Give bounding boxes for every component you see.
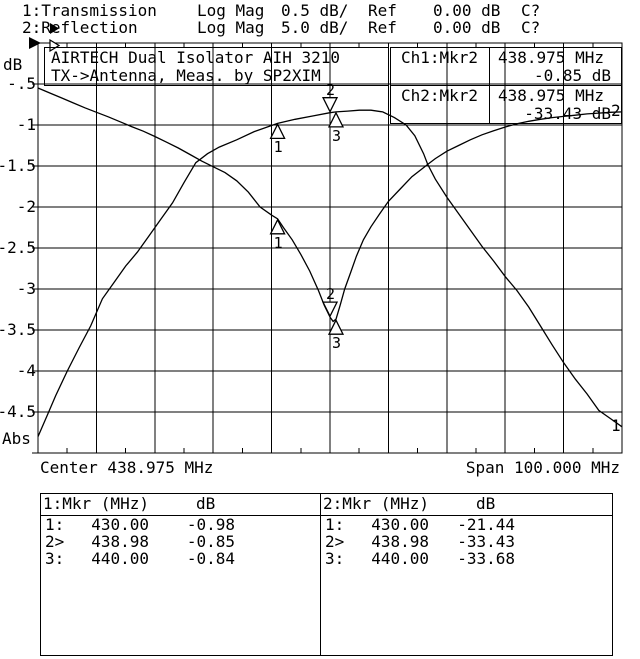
channel2-ref-label: Ref [368, 18, 397, 37]
ch2-readout-freq: 438.975 MHz [498, 86, 604, 105]
channel1-indicator [10, 4, 60, 55]
marker-row-id: 1: [325, 515, 345, 534]
ch2-readout-channel: Ch2:Mkr2 [401, 86, 479, 105]
marker-row-id: 3: [45, 549, 65, 568]
channel2-format: Log Mag [197, 18, 265, 37]
channel2-label: 2:Reflection [22, 18, 138, 37]
channel1-cal-status: C? [521, 1, 541, 20]
marker-row-db: -0.85 [186, 532, 235, 551]
table-header-label: 2:Mkr (MHz) [323, 494, 429, 513]
marker-number-label: 3 [331, 126, 342, 145]
marker-row-frequency: 430.00 [91, 515, 149, 534]
marker-triangle-icon [321, 97, 339, 114]
ch2-marker-table: 2:Mkr (MHz) dB 1: 430.00 -21.44 2> 438.98 -33… [320, 493, 613, 656]
ch2-marker-readout-box: Ch2:Mkr2 438.975 MHz -33.43 dB [390, 85, 622, 124]
marker-number-label: 2 [326, 80, 336, 99]
y-axis-tick-label: -1 [16, 115, 36, 134]
y-axis-mode-label: Abs [2, 429, 31, 448]
table-header-label: 1:Mkr (MHz) [43, 494, 149, 513]
trace-number-label: 1 [611, 415, 621, 435]
y-axis-tick-label: -2.5 [0, 238, 36, 257]
marker-table-row: 2> 438.98 -33.43 [321, 533, 612, 550]
marker-table-row: 3: 440.00 -33.68 [321, 550, 612, 567]
readout-divider [489, 48, 490, 85]
marker-triangle-icon [269, 122, 286, 140]
ch1-marker-readout-box: Ch1:Mkr2 438.975 MHz -0.85 dB [390, 47, 622, 86]
y-axis-tick-label: -.5 [7, 74, 36, 93]
table-header-unit: dB [476, 494, 496, 513]
marker-row-frequency: 438.98 [91, 532, 149, 551]
marker-row-id: 1: [45, 515, 65, 534]
channel1-format: Log Mag [197, 1, 265, 20]
marker-table-row: 1: 430.00 -0.98 [41, 516, 320, 533]
marker-triangle-icon [269, 218, 286, 235]
marker-triangle-icon [327, 318, 345, 335]
y-axis-units-label: dB [3, 55, 23, 74]
y-axis-tick-label: -3.5 [0, 320, 36, 339]
marker-triangle-icon [327, 111, 345, 128]
marker-table-row: 3: 440.00 -0.84 [41, 550, 320, 567]
marker-row-frequency: 440.00 [371, 549, 429, 568]
marker-row-id: 2> [325, 532, 345, 551]
channel1-ref-label: Ref [368, 1, 397, 20]
channel1-ref-value: 0.00 dB [433, 1, 501, 20]
ch1-readout-value: -0.85 dB [533, 66, 611, 85]
y-axis-tick-label: -4 [16, 361, 36, 380]
channel2-cal-status: C? [521, 18, 541, 37]
marker-row-id: 2> [45, 532, 65, 551]
trace-transmission [37, 109, 623, 437]
measurement-title-box: AIRTECH Dual Isolator AIH 3210 TX->Anten… [44, 47, 389, 86]
channel1-scale: 0.5 dB/ [281, 1, 349, 20]
y-axis-tick-label: -2 [16, 197, 36, 216]
readout-divider [489, 86, 490, 123]
trace-number-label: 2 [611, 100, 621, 120]
span-frequency-label: Span 100.000 MHz [465, 458, 620, 477]
marker-number-label: 1 [273, 233, 283, 252]
marker-row-db: -33.68 [457, 549, 515, 568]
ch1-marker-table: 1:Mkr (MHz) dB 1: 430.00 -0.98 2> 438.98 -0.8… [40, 493, 321, 656]
channel2-ref-value: 0.00 dB [433, 18, 501, 37]
table-header-unit: dB [196, 494, 216, 513]
marker-row-db: -0.84 [186, 549, 235, 568]
marker-row-frequency: 438.98 [371, 532, 429, 551]
marker-number-label: 2 [326, 285, 336, 304]
marker-row-db: -0.98 [186, 515, 235, 534]
marker-table-row: 2> 438.98 -0.85 [41, 533, 320, 550]
y-axis-tick-label: -4.5 [0, 402, 36, 421]
marker-row-id: 3: [325, 549, 345, 568]
ch2-marker-table-header: 2:Mkr (MHz) dB [321, 494, 612, 516]
marker-row-frequency: 430.00 [371, 515, 429, 534]
marker-row-db: -21.44 [457, 515, 515, 534]
channel2-scale: 5.0 dB/ [281, 18, 349, 37]
marker-triangle-icon [321, 301, 339, 318]
y-axis-tick-label: -1.5 [0, 156, 36, 175]
marker-row-frequency: 440.00 [91, 549, 149, 568]
title-line-1: AIRTECH Dual Isolator AIH 3210 [51, 48, 340, 67]
channel1-label: 1:Transmission [22, 1, 157, 20]
ch1-readout-freq: 438.975 MHz [498, 48, 604, 67]
filled-right-triangle-icon [49, 23, 59, 34]
title-line-2: TX->Antenna, Meas. by SP2XIM [51, 66, 321, 85]
marker-row-db: -33.43 [457, 532, 515, 551]
ch2-readout-value: -33.43 dB [524, 104, 611, 123]
marker-number-label: 3 [331, 334, 342, 353]
ch1-marker-table-header: 1:Mkr (MHz) dB [41, 494, 320, 516]
marker-table-row: 1: 430.00 -21.44 [321, 516, 612, 533]
center-frequency-label: Center 438.975 MHz [40, 458, 214, 477]
y-axis-tick-label: -3 [16, 279, 36, 298]
marker-number-label: 1 [273, 138, 283, 157]
ch1-readout-channel: Ch1:Mkr2 [401, 48, 479, 67]
